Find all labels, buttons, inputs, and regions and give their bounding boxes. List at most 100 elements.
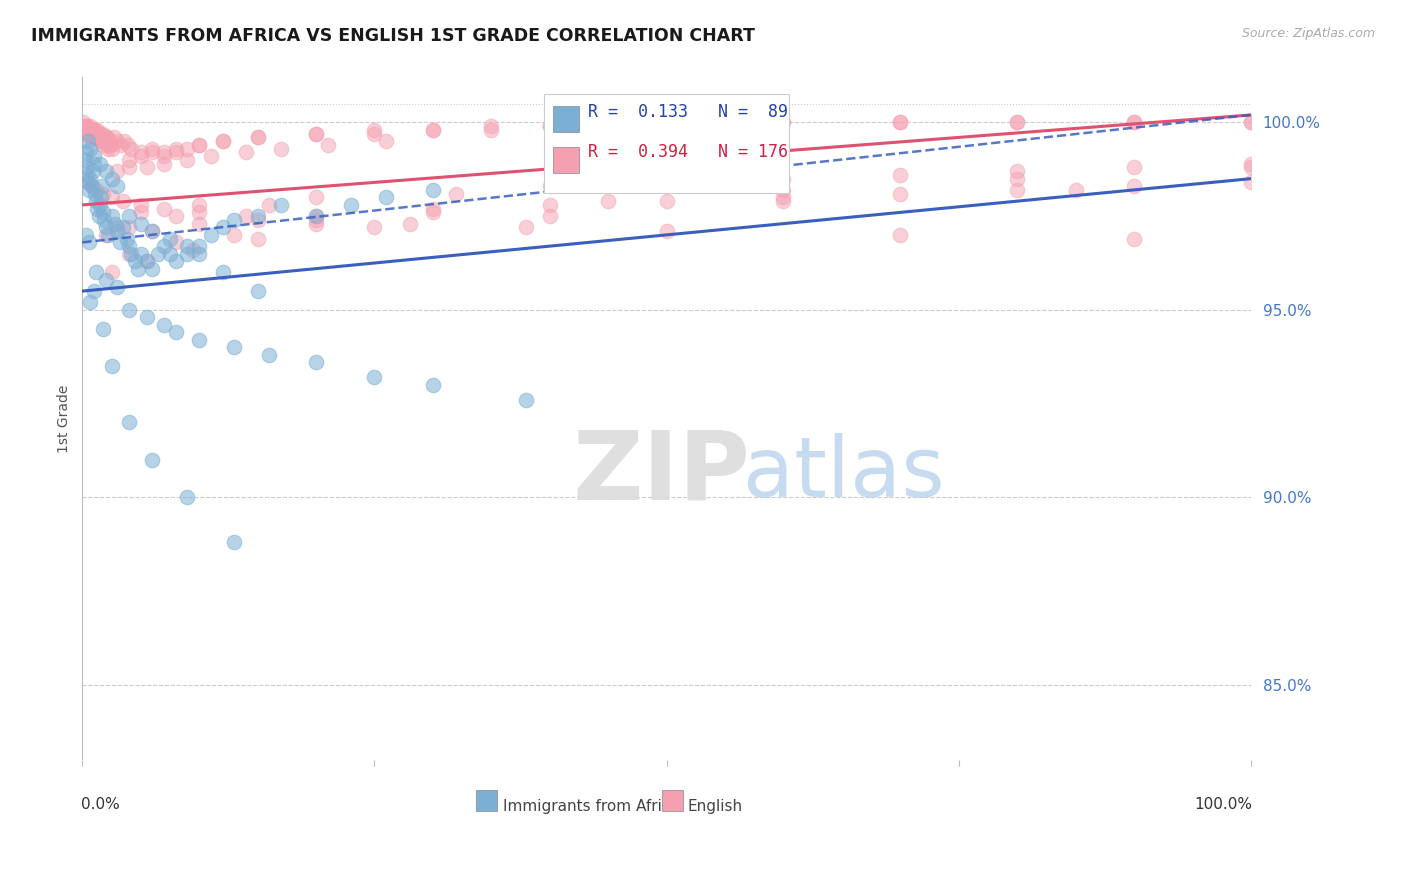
Point <box>165 209 187 223</box>
Point <box>316 137 339 152</box>
Point <box>655 175 678 189</box>
Point <box>93 130 115 145</box>
Point <box>118 161 141 175</box>
Point <box>100 171 122 186</box>
Point <box>75 161 97 175</box>
Point <box>141 142 163 156</box>
Point <box>91 321 114 335</box>
Point <box>176 239 198 253</box>
Point <box>141 261 163 276</box>
Point <box>655 115 678 129</box>
Point <box>98 137 121 152</box>
Point <box>87 127 110 141</box>
Point <box>79 183 101 197</box>
Point <box>141 224 163 238</box>
Point <box>112 220 135 235</box>
Text: Source: ZipAtlas.com: Source: ZipAtlas.com <box>1241 27 1375 40</box>
Point <box>94 164 117 178</box>
Point <box>129 246 152 260</box>
Point <box>772 171 794 186</box>
Point <box>73 153 96 167</box>
Point <box>1123 179 1146 194</box>
Point <box>105 179 128 194</box>
Point <box>100 142 122 156</box>
Point <box>515 392 537 407</box>
Point <box>83 284 105 298</box>
Point <box>86 202 108 216</box>
Point <box>90 130 112 145</box>
Point <box>188 137 211 152</box>
Point <box>86 130 108 145</box>
Point <box>120 246 142 260</box>
Point <box>98 134 121 148</box>
Point <box>655 224 678 238</box>
Point <box>479 123 502 137</box>
Text: R =  0.133   N =  89: R = 0.133 N = 89 <box>588 103 789 120</box>
Point <box>772 183 794 197</box>
Point <box>224 227 246 242</box>
Point <box>82 127 104 141</box>
Point <box>118 153 141 167</box>
Point <box>375 190 398 204</box>
Point <box>655 119 678 133</box>
Bar <box>477 790 498 811</box>
Point <box>115 232 138 246</box>
Point <box>89 127 111 141</box>
Point <box>76 123 98 137</box>
Point <box>153 156 176 170</box>
Point <box>235 145 257 160</box>
Point <box>105 224 128 238</box>
Point <box>655 194 678 209</box>
Point <box>422 123 444 137</box>
Point <box>165 142 187 156</box>
Point <box>188 217 211 231</box>
Point <box>305 190 328 204</box>
Point <box>112 134 135 148</box>
Point <box>86 130 108 145</box>
Point <box>889 227 911 242</box>
Point <box>165 235 187 250</box>
Point <box>103 130 125 145</box>
Point <box>79 295 101 310</box>
Point <box>118 220 141 235</box>
Point <box>80 123 103 137</box>
Point <box>86 127 108 141</box>
Point <box>94 227 117 242</box>
Text: R =  0.394   N = 176: R = 0.394 N = 176 <box>588 144 789 161</box>
Point <box>97 227 120 242</box>
Point <box>75 127 97 141</box>
Point <box>1123 161 1146 175</box>
Point <box>1064 183 1087 197</box>
Point <box>89 156 111 170</box>
Point <box>129 205 152 219</box>
Bar <box>553 106 579 132</box>
Point <box>127 261 149 276</box>
Point <box>79 142 101 156</box>
Point <box>1005 164 1028 178</box>
Point <box>1240 156 1263 170</box>
Point <box>772 194 794 209</box>
Point <box>118 239 141 253</box>
Point <box>84 123 107 137</box>
Y-axis label: 1st Grade: 1st Grade <box>58 384 72 453</box>
Point <box>82 164 104 178</box>
Point <box>91 130 114 145</box>
Point <box>86 194 108 209</box>
Point <box>93 213 115 227</box>
Bar <box>662 790 683 811</box>
Point <box>153 145 176 160</box>
Point <box>135 254 157 268</box>
Point <box>889 115 911 129</box>
Point <box>129 149 152 163</box>
Point <box>1005 171 1028 186</box>
Point <box>176 491 198 505</box>
Point <box>538 119 561 133</box>
Point <box>129 145 152 160</box>
Point <box>105 280 128 294</box>
Point <box>94 220 117 235</box>
Point <box>86 183 108 197</box>
Point <box>91 127 114 141</box>
Text: 100.0%: 100.0% <box>1194 797 1253 813</box>
Point <box>83 156 105 170</box>
Point <box>211 220 233 235</box>
